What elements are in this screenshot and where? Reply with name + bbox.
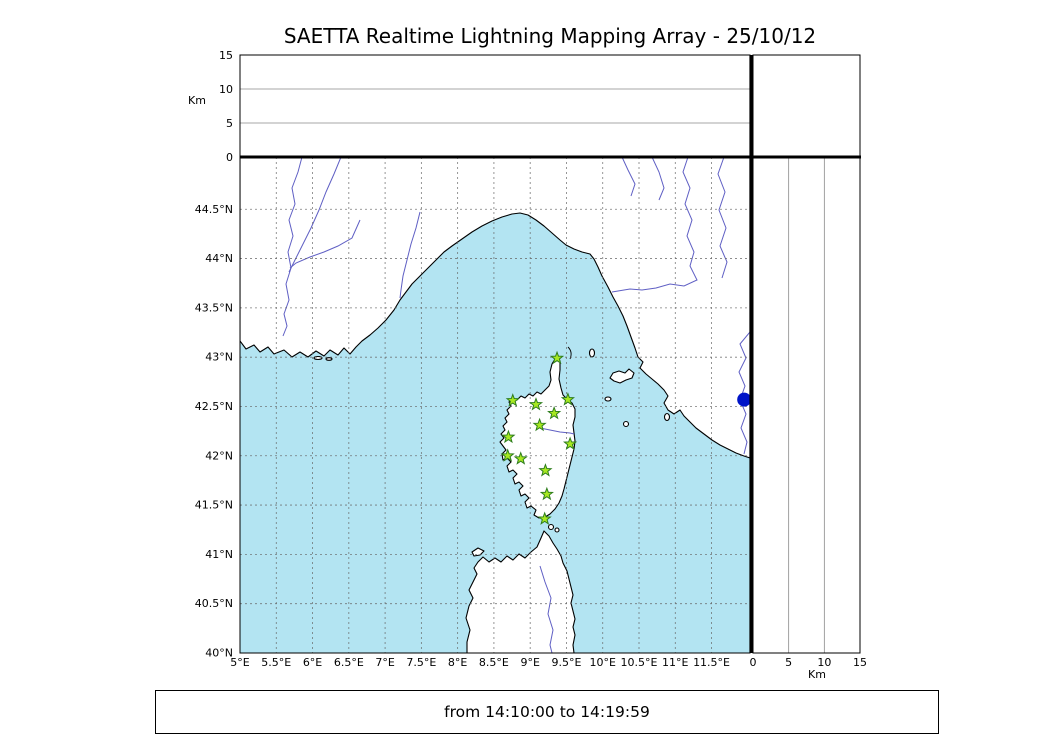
coastline-sardinia [465, 530, 576, 653]
island-giglio [663, 412, 671, 422]
marker-layer [737, 392, 750, 407]
island-port-cros [325, 357, 333, 361]
alt-tick-label-right: 10 [817, 656, 831, 669]
lon-tick-label: 7.5°E [406, 656, 436, 669]
map-panel [239, 156, 751, 654]
alt-tick-label-top: 5 [226, 117, 233, 130]
lat-tick-label: 42°N [205, 449, 233, 462]
islet-mark-giraglia [567, 346, 572, 360]
lat-tick-label: 41.5°N [195, 499, 233, 512]
island-elba [609, 368, 635, 384]
lon-tick-label: 5.5°E [261, 656, 291, 669]
lon-tick-label: 8°E [448, 656, 467, 669]
thick-vertical-separator [749, 55, 753, 653]
lat-tick-label: 41°N [205, 548, 233, 561]
lon-tick-label: 5°E [230, 656, 249, 669]
lat-tick-label: 44°N [205, 252, 233, 265]
lon-tick-label: 11°E [662, 656, 688, 669]
lat-tick-label: 43.5°N [195, 301, 233, 314]
marker-dot [737, 392, 750, 407]
alt-tick-label-right: 0 [750, 656, 757, 669]
alt-tick-label-top: 10 [219, 83, 233, 96]
lon-tick-label: 8.5°E [479, 656, 509, 669]
lon-tick-label: 10°E [590, 656, 616, 669]
river-line [611, 157, 698, 293]
lon-tick-label: 6°E [303, 656, 322, 669]
island-caprera [554, 527, 560, 533]
river-line [399, 211, 421, 299]
corner-panel [752, 54, 861, 158]
alt-tick-label-right: 5 [785, 656, 792, 669]
alt-tick-label-right: 15 [853, 656, 867, 669]
river-line [288, 157, 342, 273]
lon-tick-label: 7°E [375, 656, 394, 669]
land-layer [240, 157, 750, 653]
island-montecristo [622, 420, 630, 428]
lon-tick-label: 10.5°E [621, 656, 658, 669]
lat-tick-label: 44.5°N [195, 203, 233, 216]
altitude-top-panel [239, 54, 751, 158]
lon-tick-label: 9.5°E [551, 656, 581, 669]
top-panel-gridlines [240, 88, 750, 124]
corner-panel-frame [752, 54, 861, 158]
river-line [539, 565, 554, 653]
lat-tick-label: 43°N [205, 351, 233, 364]
river-line [289, 219, 361, 269]
coastline-continental-europe [240, 157, 750, 459]
lat-tick-label: 40.5°N [195, 597, 233, 610]
altitude-right-panel [752, 156, 861, 654]
alt-tick-label-top: 15 [219, 49, 233, 62]
thick-horizontal-separator [240, 155, 861, 159]
time-range-text: from 14:10:00 to 14:19:59 [444, 703, 650, 721]
figure-title: SAETTA Realtime Lightning Mapping Array … [283, 24, 817, 48]
island-capraia [588, 348, 596, 358]
river-line [539, 427, 575, 435]
river-line [621, 157, 636, 197]
river-line [717, 157, 728, 279]
time-range-box: from 14:10:00 to 14:19:59 [155, 690, 939, 734]
right-altitude-axis-unit: Km [808, 668, 826, 681]
lon-tick-label: 11.5°E [693, 656, 730, 669]
island-maddalena [547, 523, 555, 531]
lat-tick-label: 40°N [205, 647, 233, 660]
island-pianosa [604, 396, 612, 402]
right-panel-gridlines [788, 157, 825, 653]
lon-tick-label: 9°E [520, 656, 539, 669]
river-line [282, 157, 303, 337]
alt-tick-label-top: 0 [226, 151, 233, 164]
map-grid-layer [240, 157, 750, 653]
lon-tick-label: 6.5°E [334, 656, 364, 669]
river-layer [282, 157, 750, 653]
top-altitude-axis-unit: Km [188, 94, 206, 107]
river-line [651, 157, 665, 201]
axis-labels-layer: 5°E 5.5°E 6°E 6.5°E 7°E 7.5°E 8°E 8.5°E 9°E 9.5°E… [195, 49, 867, 669]
lat-tick-label: 42.5°N [195, 400, 233, 413]
